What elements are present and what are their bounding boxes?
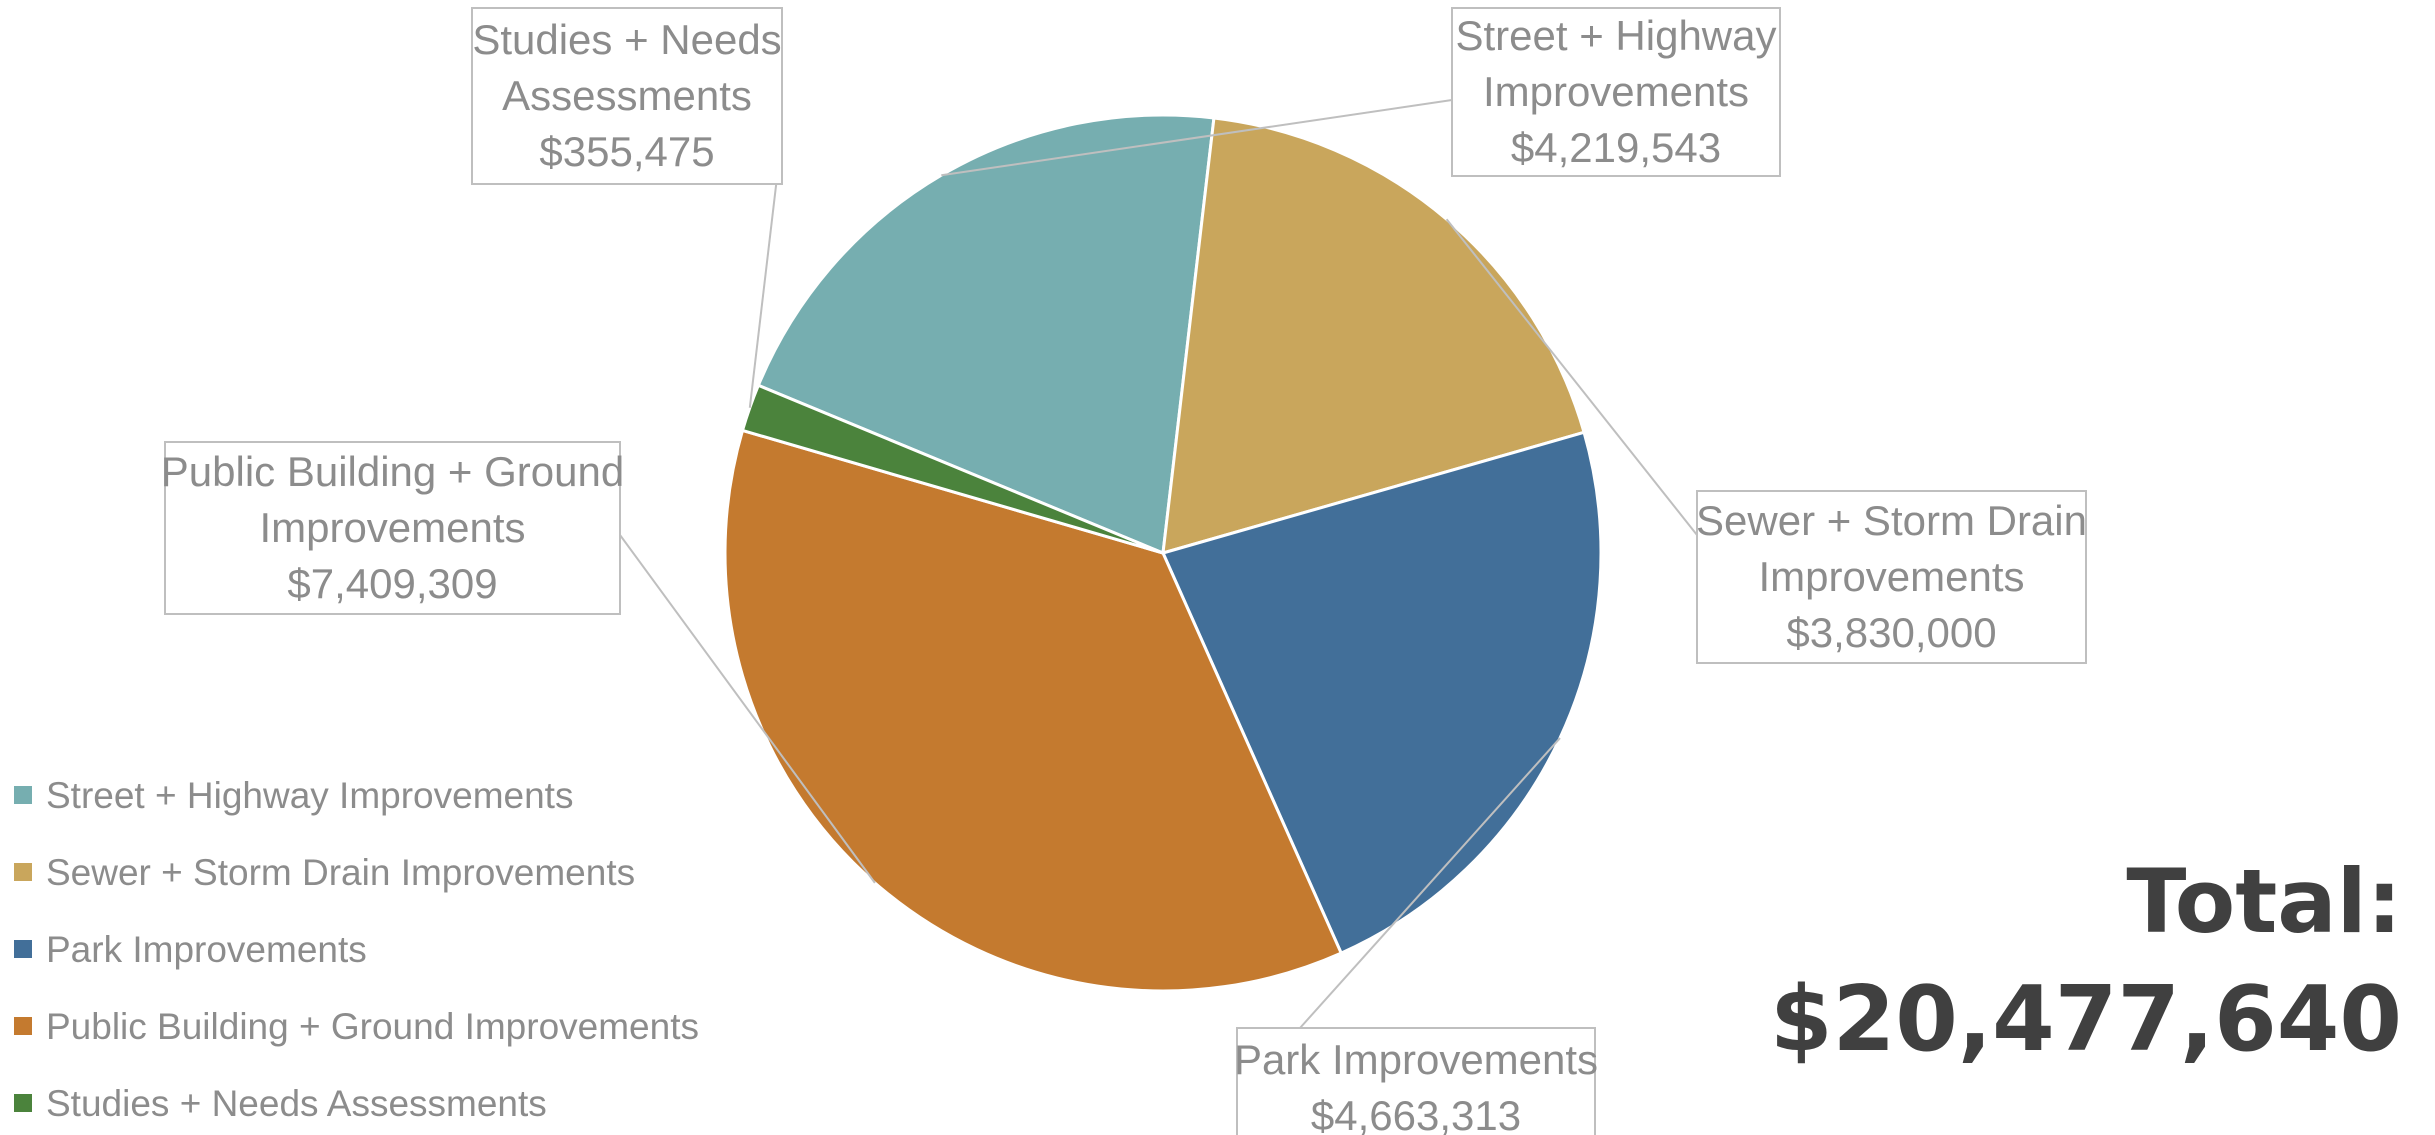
- legend-item: Public Building + Ground Improvements: [14, 1006, 699, 1047]
- callout-value: $355,475: [539, 128, 714, 175]
- callout-value: $3,830,000: [1786, 609, 1996, 656]
- legend-item: Sewer + Storm Drain Improvements: [14, 852, 635, 893]
- data-callouts: Street + Highway Improvements $4,219,543 Se…: [161, 7, 2087, 1135]
- callout-label: Improvements: [259, 504, 525, 551]
- legend-label: Park Improvements: [46, 929, 367, 970]
- callout-box: [1696, 490, 2087, 664]
- callout-1: Sewer + Storm Drain Improvements $3,830,00…: [1445, 218, 2087, 664]
- callout-box: [164, 441, 621, 615]
- callout-label: Improvements: [1483, 68, 1749, 115]
- legend-swatch: [14, 863, 32, 881]
- leader-line: [941, 99, 1453, 177]
- total-value: $20,477,640: [1770, 967, 2402, 1072]
- callout-label: Public Building + Ground: [161, 448, 624, 495]
- legend-swatch: [14, 1094, 32, 1112]
- legend-label: Studies + Needs Assessments: [46, 1083, 547, 1124]
- leader-line: [1299, 737, 1561, 1029]
- legend-swatch: [14, 940, 32, 958]
- total-label: Total:: [2126, 850, 2402, 953]
- callout-value: $7,409,309: [287, 560, 497, 607]
- legend-item: Studies + Needs Assessments: [14, 1083, 547, 1124]
- callout-label: Street + Highway: [1456, 12, 1777, 59]
- pie-slice-public-building-ground-improvements: [723, 428, 1343, 993]
- legend-item: Street + Highway Improvements: [14, 775, 573, 816]
- total-block: Total: $20,477,640: [1770, 850, 2402, 1072]
- pie-slices: [723, 113, 1603, 993]
- legend-item: Park Improvements: [14, 929, 367, 970]
- callout-box: [1236, 1027, 1596, 1135]
- legend-swatch: [14, 786, 32, 804]
- callout-4: Studies + Needs Assessments $355,475: [471, 7, 783, 408]
- callout-label: Sewer + Storm Drain: [1696, 497, 2087, 544]
- leader-line: [619, 534, 876, 884]
- callout-2: Park Improvements $4,663,313: [1234, 737, 1598, 1135]
- legend: Street + Highway Improvements Sewer + Sto…: [14, 775, 699, 1124]
- legend-swatch: [14, 1017, 32, 1035]
- legend-label: Sewer + Storm Drain Improvements: [46, 852, 635, 893]
- callout-3: Public Building + Ground Improvements $7,4…: [161, 441, 876, 884]
- callout-label: Assessments: [502, 72, 752, 119]
- legend-label: Public Building + Ground Improvements: [46, 1006, 699, 1047]
- pie-slice-sewer-storm-drain-improvements: [1161, 116, 1586, 555]
- callout-0: Street + Highway Improvements $4,219,543: [941, 7, 1781, 177]
- callout-label: Park Improvements: [1234, 1036, 1598, 1083]
- callout-box: [1451, 7, 1781, 177]
- callout-label: Studies + Needs: [472, 16, 781, 63]
- callout-value: $4,219,543: [1511, 124, 1721, 171]
- callout-label: Improvements: [1758, 553, 2024, 600]
- legend-label: Street + Highway Improvements: [46, 775, 573, 816]
- callout-value: $4,663,313: [1311, 1092, 1521, 1135]
- leader-line: [1445, 218, 1698, 536]
- callout-box: [471, 7, 783, 185]
